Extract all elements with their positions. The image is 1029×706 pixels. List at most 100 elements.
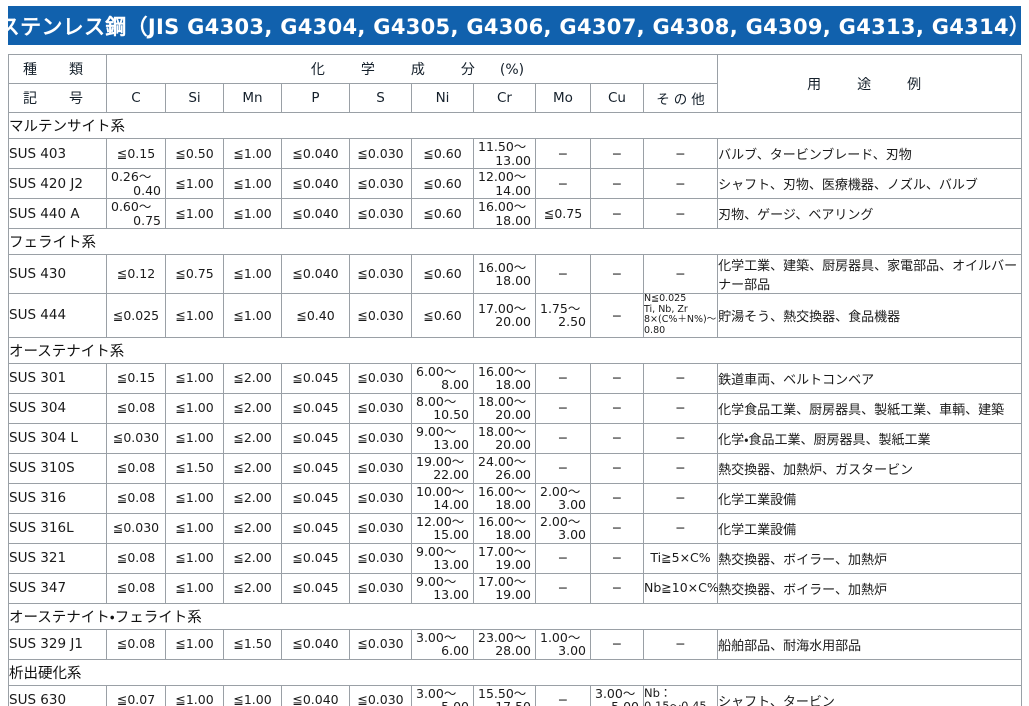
value-text: ≦1.00 xyxy=(233,205,272,221)
value-cell-mn: ≦2.00 xyxy=(223,572,282,604)
value-cell-p: ≦0.045 xyxy=(281,362,350,394)
value-text: ≦0.045 xyxy=(292,370,339,386)
value-text: ≦0.60 xyxy=(423,307,462,323)
value-cell-cr: 24.00〜 26.00 xyxy=(473,452,536,484)
value-range-upper: 17.00〜 xyxy=(478,300,527,316)
value-text: ≦1.00 xyxy=(175,580,214,596)
table-row: SUS 347 ≦0.08 ≦1.00 ≦2.00 ≦0.045 ≦0.030 9.00〜 1… xyxy=(8,572,1023,604)
value-text: ≦2.00 xyxy=(233,400,272,416)
value-range-lower: 20.00 xyxy=(495,407,531,422)
value-range-upper: 3.00〜 xyxy=(416,685,457,701)
use-example-cell: 刃物、ゲージ、ベアリング xyxy=(717,198,1023,229)
header-element-mo: Mo xyxy=(535,83,591,113)
value-text: ≦0.040 xyxy=(292,205,339,221)
header-element-mn: Mn xyxy=(223,83,282,113)
value-range-upper: 9.00〜 xyxy=(416,543,457,559)
value-range-lower: 5.00 xyxy=(412,700,473,706)
table-head: 種 類 化 学 成 分 (%) 用 途 例 記 号 C Si Mn P S Ni … xyxy=(8,54,1023,113)
value-range-lower: 26.00 xyxy=(495,467,531,482)
value-text: ≦1.00 xyxy=(233,266,272,282)
value-cell-ni: 9.00〜 13.00 xyxy=(411,542,474,574)
value-range-upper: 0.60〜 xyxy=(111,199,152,214)
table-row: SUS 316 ≦0.08 ≦1.00 ≦2.00 ≦0.045 ≦0.030 10.00〜… xyxy=(8,482,1023,514)
value-cell-s: ≦0.030 xyxy=(349,168,412,199)
value-cell-c: ≦0.12 xyxy=(106,254,166,294)
value-cell-ni: ≦0.60 xyxy=(411,168,474,199)
grade-name-cell: SUS 316L xyxy=(8,512,107,544)
value-cell-c: ≦0.08 xyxy=(106,542,166,574)
value-range-upper: 16.00〜 xyxy=(478,259,527,275)
value-text: ≦1.00 xyxy=(175,205,214,221)
value-cell-s: ≦0.030 xyxy=(349,452,412,484)
value-cell-cr: 17.00〜 20.00 xyxy=(473,293,536,338)
value-cell-cu: − xyxy=(590,392,644,424)
value-range-lower: 10.50 xyxy=(433,407,469,422)
header-element-p: P xyxy=(281,83,350,113)
value-range-upper: 3.00〜 xyxy=(595,685,636,701)
section-header-row: 析出硬化系 xyxy=(7,658,1023,686)
value-cell-c: ≦0.08 xyxy=(106,628,166,660)
value-range-lower: 20.00 xyxy=(495,314,531,330)
grade-name-cell: SUS 301 xyxy=(8,362,107,394)
value-cell-si: ≦1.50 xyxy=(165,452,224,484)
value-text: ≦0.045 xyxy=(292,430,339,446)
value-cell-other: Ti≧5×C% xyxy=(642,542,719,574)
use-example-cell: シャフト、タービン xyxy=(717,684,1023,706)
value-cell-cr: 11.50〜 13.00 xyxy=(473,138,536,169)
other-line: 8×(C%＋N%)〜0.80 xyxy=(644,314,717,336)
header-kind-line2: 記 号 xyxy=(8,83,107,113)
value-text: ≦0.60 xyxy=(423,175,462,191)
value-text: ≦0.12 xyxy=(116,266,156,282)
value-text: ≦0.030 xyxy=(357,430,404,446)
value-text: ≦0.030 xyxy=(357,636,404,652)
value-cell-si: ≦1.00 xyxy=(165,362,224,394)
value-cell-s: ≦0.030 xyxy=(349,293,412,338)
page-title: ステンレス鋼（JIS G4303, G4304, G4305, G4306, G… xyxy=(0,14,1029,39)
value-cell-other: − xyxy=(642,512,719,544)
use-example-cell: 化学工業設備 xyxy=(717,512,1023,544)
value-cell-mn: ≦1.50 xyxy=(223,628,282,660)
value-cell-si: ≦1.00 xyxy=(165,684,224,706)
value-cell-p: ≦0.045 xyxy=(281,572,350,604)
value-cell-p: ≦0.040 xyxy=(281,198,350,229)
value-cell-mo: − xyxy=(535,254,591,294)
value-cell-si: ≦1.00 xyxy=(165,168,224,199)
value-cell-cu: − xyxy=(590,293,644,338)
use-example-cell: 貯湯そう、熱交換器、食品機器 xyxy=(717,293,1023,338)
value-text: − xyxy=(557,460,569,476)
section-header-row: オーステナイト・フェライト系 xyxy=(7,602,1023,630)
value-text: − xyxy=(611,400,623,416)
value-range-upper: 18.00〜 xyxy=(478,393,527,409)
value-cell-cu: − xyxy=(590,422,644,454)
value-range-upper: 3.00〜 xyxy=(416,629,457,645)
value-range-lower: 5.00 xyxy=(591,700,643,706)
value-cell-s: ≦0.030 xyxy=(349,482,412,514)
value-cell-si: ≦1.00 xyxy=(165,482,224,514)
value-text: ≦1.00 xyxy=(233,692,272,706)
use-example-cell: 化学食品工業、厨房器具、製紙工業、車輌、建築 xyxy=(717,392,1023,424)
use-example-cell: 化学工業、建築、厨房器具、家電部品、オイルバーナー部品 xyxy=(717,254,1023,294)
header-chemical-unit: (%) xyxy=(499,62,525,78)
value-text: ≦1.00 xyxy=(175,692,214,706)
value-text: ≦0.08 xyxy=(116,400,156,416)
value-text: − xyxy=(611,266,623,282)
other-line: N≦0.025 xyxy=(644,293,687,304)
value-cell-other: − xyxy=(642,628,719,660)
value-range-lower: 22.00 xyxy=(433,467,469,482)
value-text: − xyxy=(557,692,569,706)
value-text: ≦0.045 xyxy=(292,400,339,416)
value-cell-other: − xyxy=(642,198,719,229)
value-range-upper: 16.00〜 xyxy=(478,513,527,529)
value-cell-ni: 8.00〜 10.50 xyxy=(411,392,474,424)
value-text: − xyxy=(557,430,569,446)
value-text: − xyxy=(611,145,623,161)
value-cell-other: Nb≧10×C% xyxy=(642,572,719,604)
value-cell-p: ≦0.045 xyxy=(281,422,350,454)
value-cell-other: − xyxy=(642,452,719,484)
grade-name-cell: SUS 321 xyxy=(8,542,107,574)
value-text: ≦0.60 xyxy=(423,205,462,221)
value-text: ≦0.045 xyxy=(292,490,339,506)
value-cell-mn: ≦1.00 xyxy=(223,198,282,229)
section-label: 析出硬化系 xyxy=(7,658,1023,686)
value-cell-cu: − xyxy=(590,452,644,484)
